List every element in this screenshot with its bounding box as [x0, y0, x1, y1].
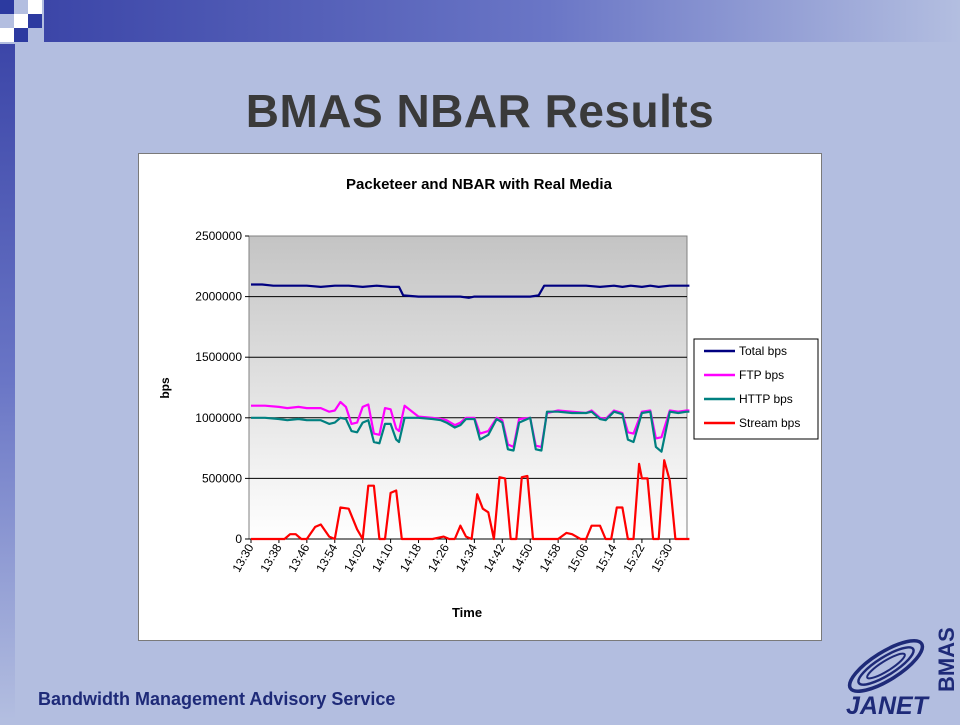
x-tick-label: 15:30	[648, 541, 675, 574]
legend-label: Stream bps	[739, 416, 800, 430]
chart-title: Packeteer and NBAR with Real Media	[346, 176, 613, 193]
janet-bmas-logo: JANET BMAS	[838, 610, 960, 720]
x-tick-label: 13:46	[285, 541, 312, 574]
y-tick-label: 2500000	[195, 229, 242, 243]
x-tick-label: 15:22	[620, 541, 647, 574]
x-tick-label: 13:38	[257, 541, 284, 574]
x-tick-label: 15:06	[565, 541, 592, 574]
legend-label: FTP bps	[739, 368, 784, 382]
y-tick-label: 2000000	[195, 290, 242, 304]
y-axis-ticks: 0 500000 1000000 1500000 2000000 2500000	[195, 229, 249, 546]
x-tick-label: 14:42	[481, 541, 508, 574]
footer-text: Bandwidth Management Advisory Service	[38, 689, 396, 709]
plot-area	[248, 235, 688, 540]
y-tick-label: 500000	[202, 471, 242, 485]
y-tick-label: 1500000	[195, 350, 242, 364]
x-tick-label: 14:34	[453, 541, 480, 574]
x-tick-label: 15:14	[592, 541, 619, 574]
x-axis-ticks: 13:30 13:38 13:46 13:54 14:02 14:10 14:18 14:26…	[229, 538, 687, 575]
x-tick-label: 14:02	[341, 541, 368, 574]
x-tick-label: 14:18	[397, 541, 424, 574]
left-gradient-bar	[0, 44, 15, 720]
x-tick-label: 14:50	[509, 541, 536, 574]
janet-swoosh-icon	[847, 639, 925, 693]
x-tick-label: 13:54	[313, 541, 340, 574]
series-lines	[251, 283, 690, 541]
x-tick-label: 14:26	[425, 541, 452, 574]
slide-title: BMAS NBAR Results	[245, 85, 715, 137]
svg-text:JANET: JANET	[846, 692, 931, 720]
line-chart: Packeteer and NBAR with Real Media 0 5000…	[158, 176, 819, 620]
series-line-total-bps	[251, 283, 690, 299]
x-tick-label: 14:58	[537, 541, 564, 574]
legend-label: HTTP bps	[739, 392, 793, 406]
series-line-http-bps	[251, 410, 690, 453]
legend-label: Total bps	[739, 344, 787, 358]
series-line-stream-bps	[251, 459, 690, 541]
chart-frame: Packeteer and NBAR with Real Media 0 5000…	[138, 153, 822, 641]
y-tick-label: 0	[235, 532, 242, 546]
header-gradient-bar	[44, 0, 960, 42]
y-axis-label: bps	[158, 377, 172, 399]
x-tick-label: 14:10	[369, 541, 396, 574]
x-tick-label: 13:30	[229, 541, 256, 574]
legend: Total bps FTP bps HTTP bps Stream bps	[693, 338, 819, 440]
x-axis-label: Time	[452, 605, 482, 620]
svg-text:BMAS: BMAS	[934, 627, 959, 692]
y-tick-label: 1000000	[195, 411, 242, 425]
